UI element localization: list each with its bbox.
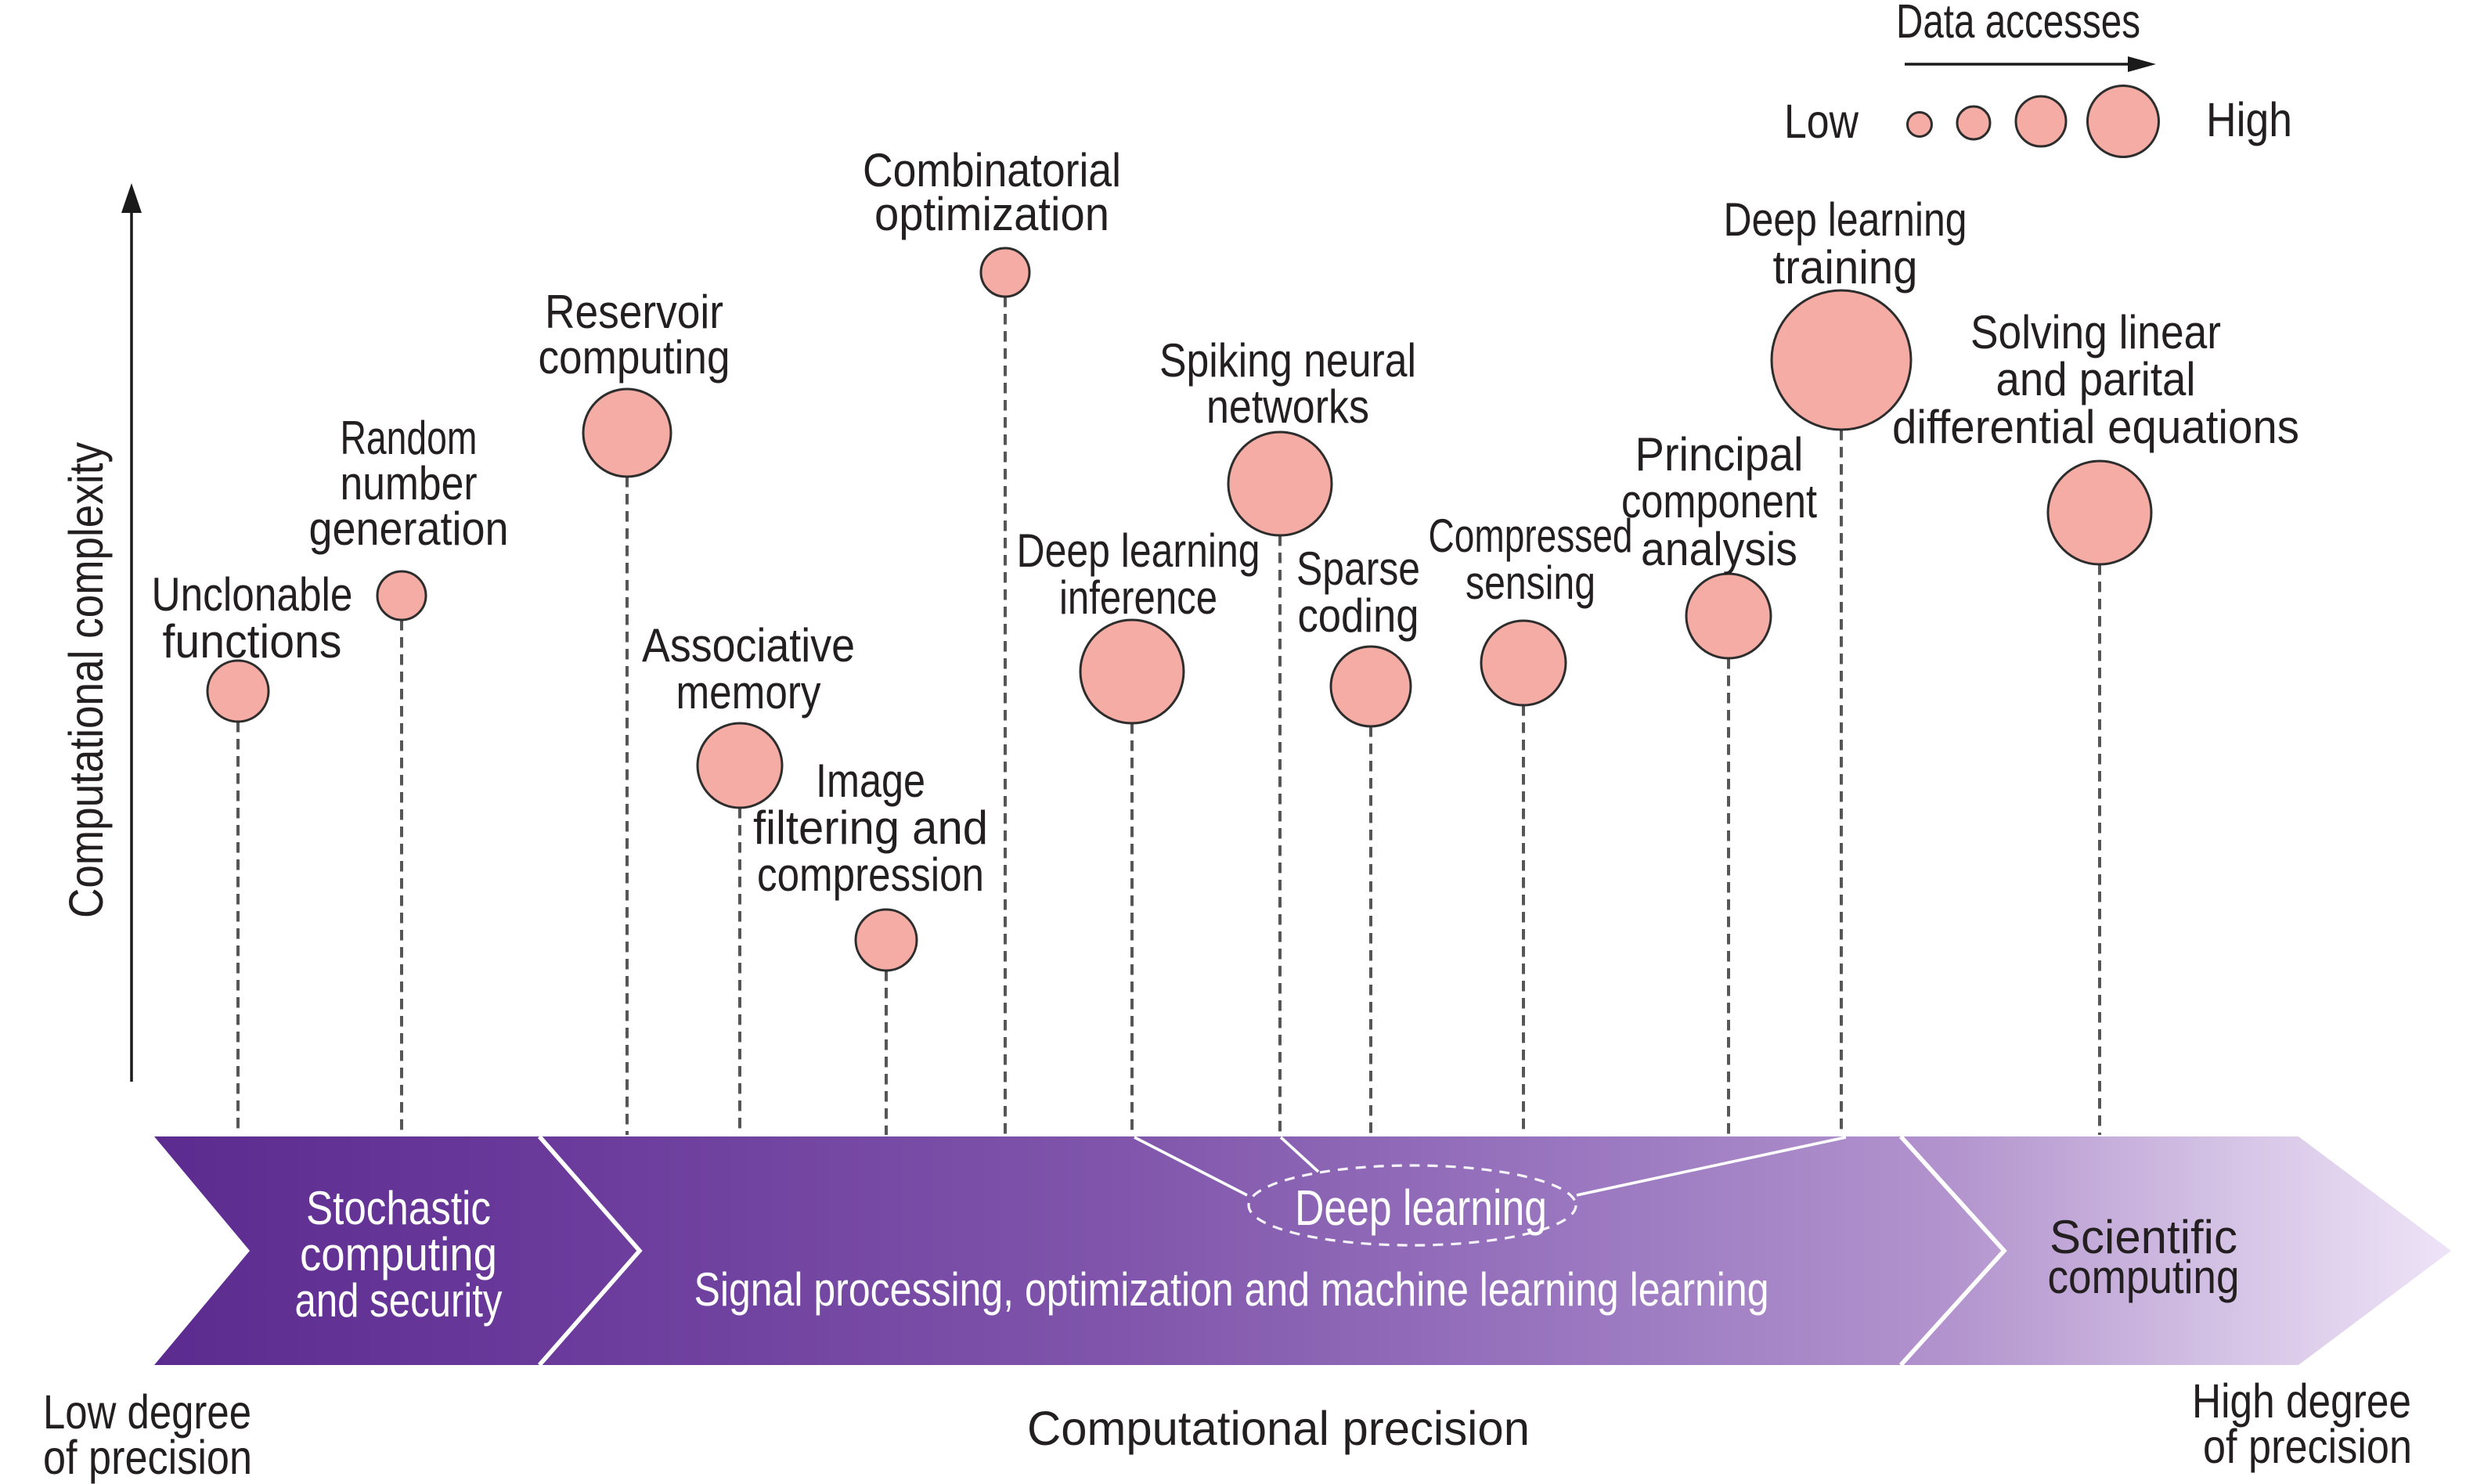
svg-text:Unclonable: Unclonable: [152, 568, 353, 621]
svg-text:Deep learning: Deep learning: [1724, 193, 1967, 246]
svg-text:sensing: sensing: [1466, 556, 1595, 609]
svg-text:Spiking neural: Spiking neural: [1159, 334, 1416, 387]
svg-text:Image: Image: [816, 755, 925, 807]
svg-text:Principal: Principal: [1635, 428, 1804, 481]
svg-text:Combinatorial: Combinatorial: [863, 144, 1121, 196]
svg-text:of precision: of precision: [43, 1431, 252, 1484]
svg-text:computing: computing: [2048, 1251, 2240, 1303]
svg-text:memory: memory: [676, 666, 821, 719]
svg-text:filtering and: filtering and: [753, 801, 988, 854]
svg-text:Low: Low: [1784, 95, 1859, 148]
svg-text:optimization: optimization: [874, 188, 1109, 240]
svg-text:Sparse: Sparse: [1296, 542, 1420, 595]
svg-text:Low degree: Low degree: [43, 1385, 251, 1439]
svg-text:Computational precision: Computational precision: [1027, 1402, 1530, 1455]
svg-text:differential equations: differential equations: [1892, 401, 2299, 453]
svg-text:analysis: analysis: [1641, 523, 1797, 575]
svg-text:coding: coding: [1298, 589, 1419, 642]
svg-text:and security: and security: [295, 1274, 503, 1327]
svg-text:training: training: [1773, 241, 1918, 294]
svg-text:Reservoir: Reservoir: [545, 286, 723, 338]
svg-text:component: component: [1621, 475, 1817, 528]
svg-text:Computational complexity: Computational complexity: [59, 442, 113, 918]
svg-text:Stochastic: Stochastic: [306, 1182, 491, 1234]
svg-text:Data accesses: Data accesses: [1896, 0, 2140, 48]
svg-text:inference: inference: [1059, 571, 1217, 624]
svg-text:Deep learning: Deep learning: [1295, 1180, 1547, 1236]
svg-text:Random: Random: [341, 412, 478, 464]
svg-text:functions: functions: [163, 615, 342, 668]
svg-text:Associative: Associative: [642, 619, 855, 672]
svg-text:Signal processing, optimizatio: Signal processing, optimization and mach…: [694, 1263, 1769, 1316]
svg-text:Solving linear: Solving linear: [1970, 306, 2221, 358]
svg-text:and parital: and parital: [1996, 353, 2196, 405]
svg-text:High degree: High degree: [2192, 1374, 2411, 1428]
svg-text:computing: computing: [300, 1228, 497, 1280]
svg-text:High: High: [2206, 93, 2292, 146]
svg-text:number: number: [341, 457, 478, 510]
svg-text:Deep learning: Deep learning: [1017, 524, 1260, 577]
svg-text:compression: compression: [757, 848, 984, 901]
svg-text:of precision: of precision: [2203, 1420, 2412, 1473]
svg-text:Compressed: Compressed: [1429, 510, 1633, 562]
svg-text:Scientific: Scientific: [2050, 1211, 2237, 1263]
svg-text:generation: generation: [309, 502, 509, 555]
svg-text:computing: computing: [539, 331, 730, 384]
svg-text:networks: networks: [1206, 380, 1369, 433]
